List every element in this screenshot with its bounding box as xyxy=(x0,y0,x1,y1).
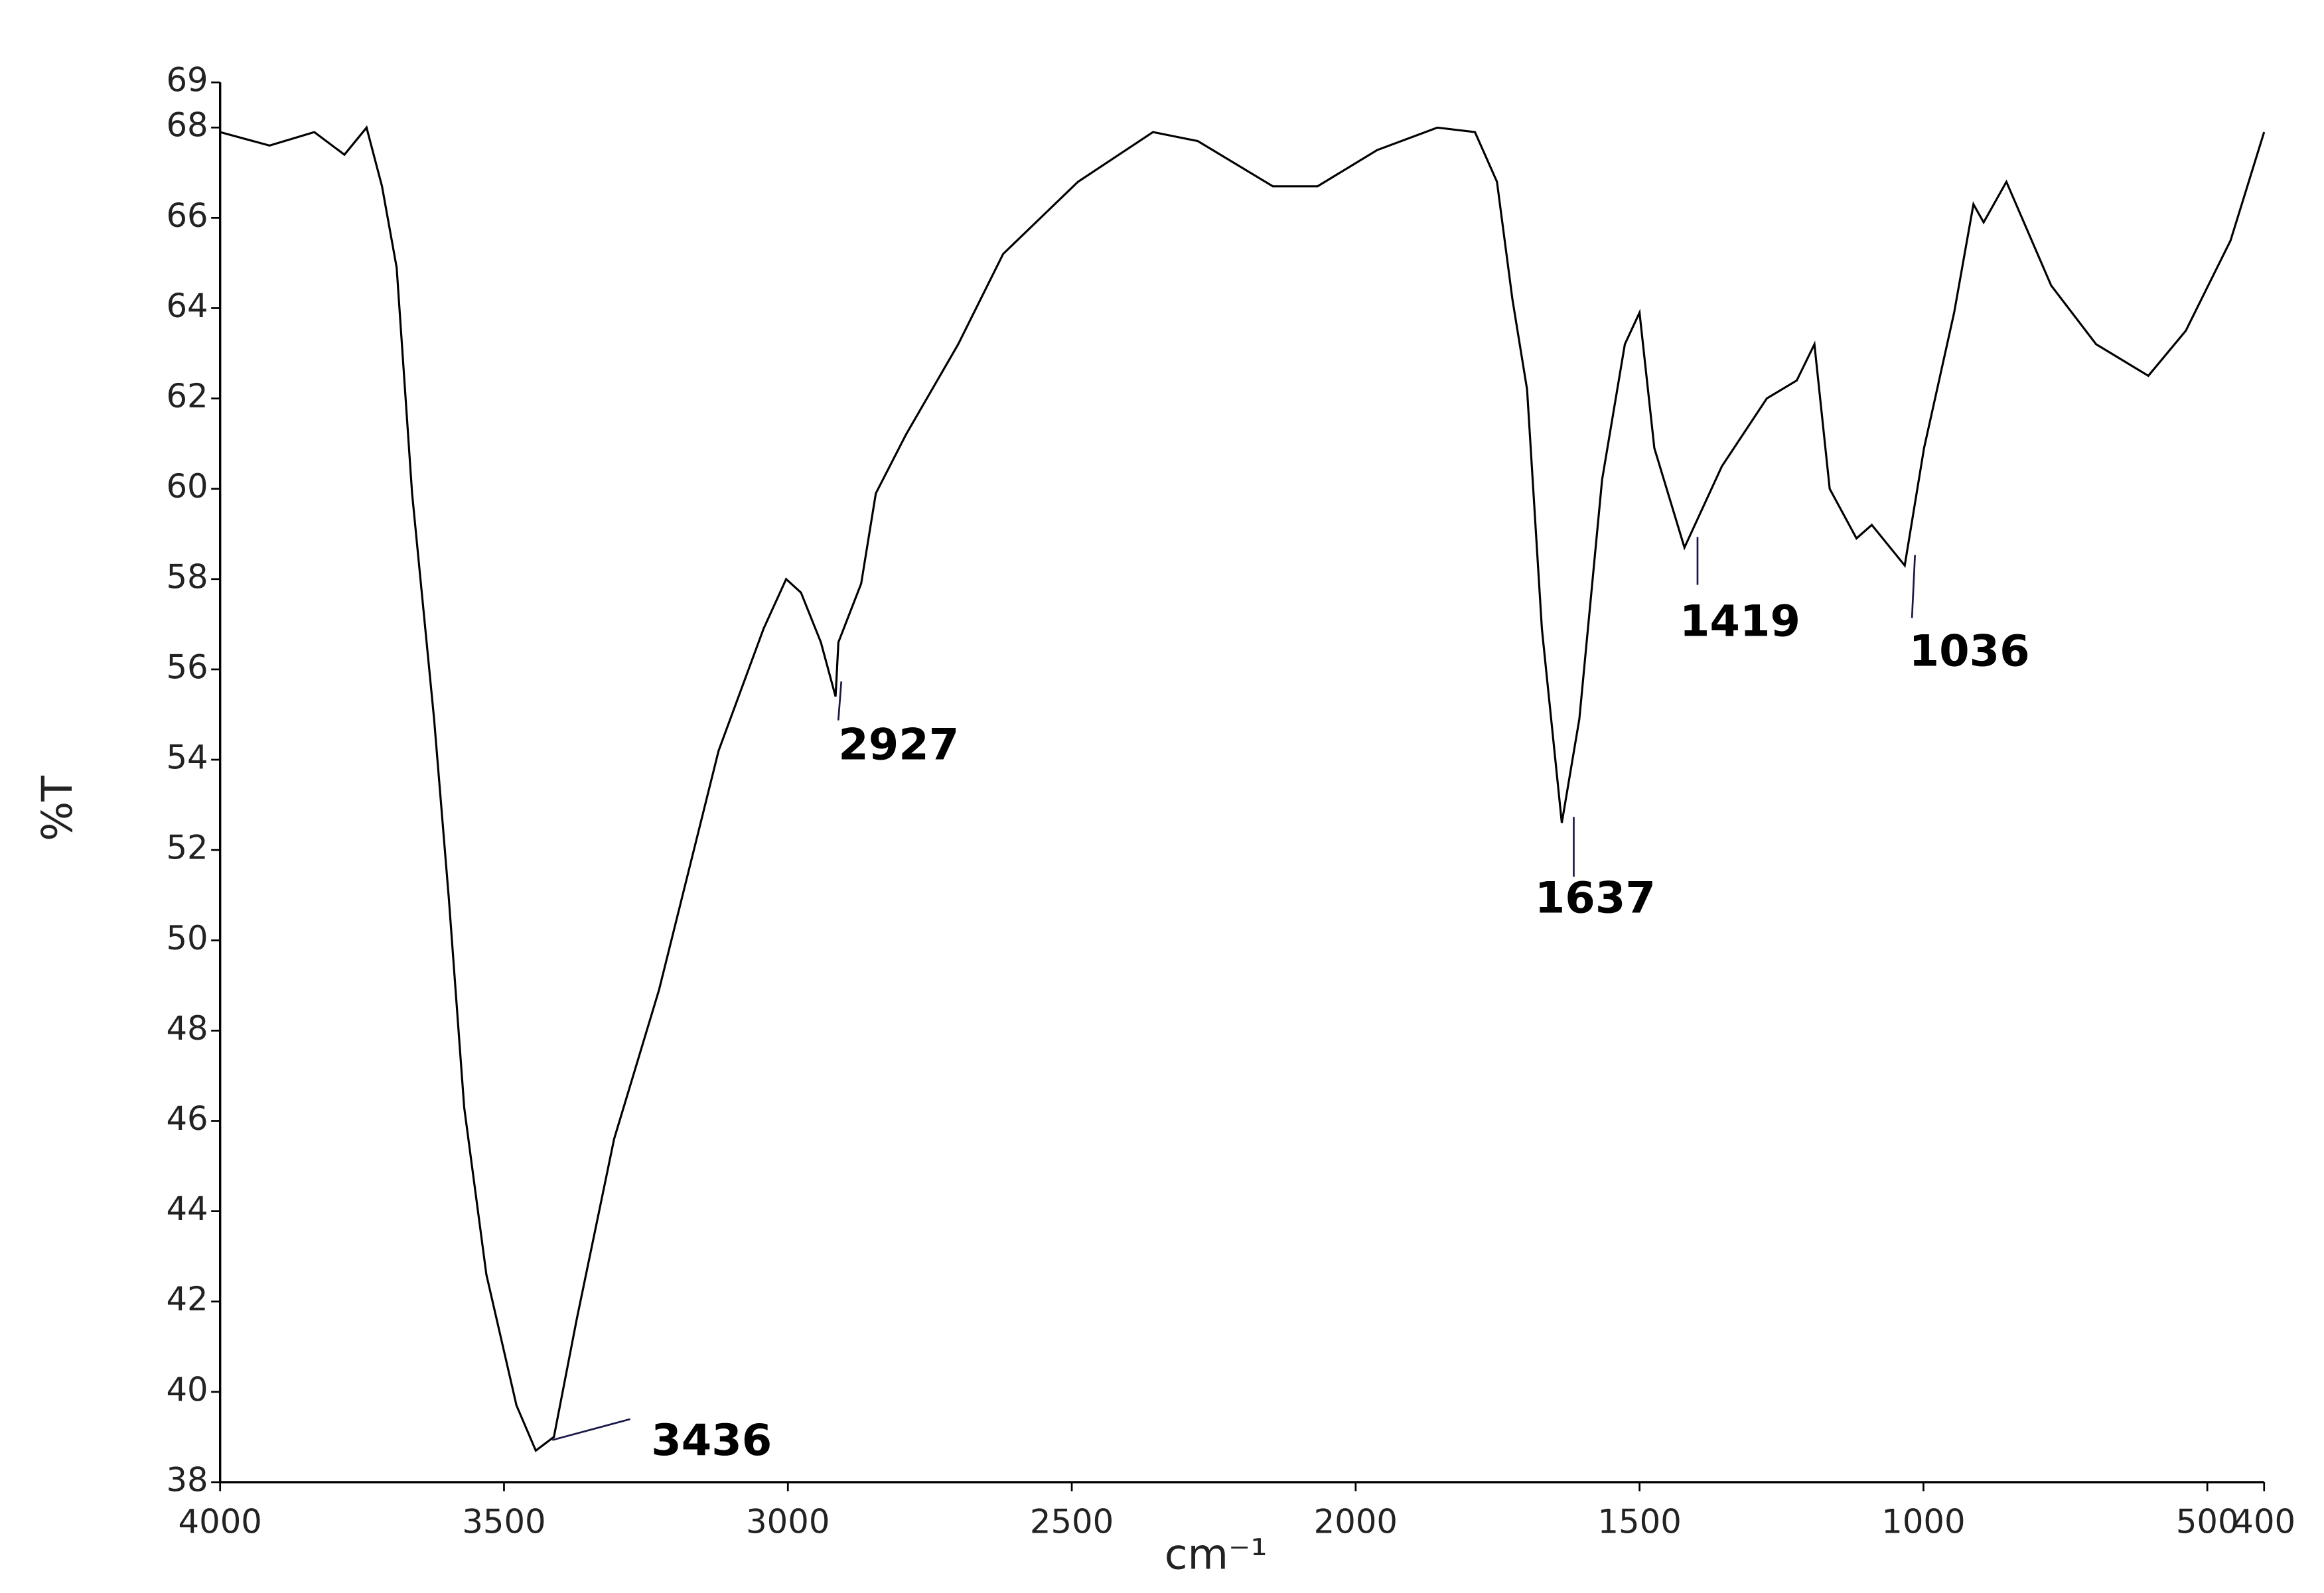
y-tick-label: 54 xyxy=(166,738,208,777)
y-tick-label: 60 xyxy=(166,467,208,506)
y-tick-label: 42 xyxy=(166,1280,208,1318)
y-tick-label: 44 xyxy=(166,1190,208,1228)
x-tick-label: 2500 xyxy=(1030,1503,1114,1541)
x-tick-label: 3000 xyxy=(746,1503,830,1541)
y-tick-label: 50 xyxy=(166,919,208,957)
x-tick-label: 4000 xyxy=(179,1503,262,1541)
annotation-leader xyxy=(837,681,843,721)
x-tick-label: 1000 xyxy=(1881,1503,1965,1541)
y-tick-label: 69 xyxy=(166,61,208,100)
annotation-label: 1036 xyxy=(1909,626,2030,677)
x-axis-label: cm⁻¹ xyxy=(1165,1529,1268,1578)
x-tick-label: 1500 xyxy=(1597,1503,1681,1541)
x-tick-label: 500 xyxy=(2176,1503,2239,1541)
x-tick-label: 2000 xyxy=(1314,1503,1398,1541)
x-tick-label: 3500 xyxy=(462,1503,545,1541)
y-tick-label: 48 xyxy=(166,1009,208,1048)
y-tick-label: 56 xyxy=(166,648,208,686)
annotation-leader xyxy=(1911,555,1917,618)
annotation-label: 3436 xyxy=(651,1415,772,1466)
annotation-leader xyxy=(551,1418,630,1441)
spectrum-line xyxy=(220,125,2266,1452)
y-tick-label: 64 xyxy=(166,287,208,325)
annotation-label: 2927 xyxy=(838,719,959,770)
y-tick-label: 52 xyxy=(166,829,208,867)
y-tick-label: 66 xyxy=(166,196,208,235)
y-tick-label: 46 xyxy=(166,1099,208,1138)
y-tick-label: 38 xyxy=(166,1460,208,1499)
y-tick-label: 58 xyxy=(166,557,208,596)
y-tick-label: 40 xyxy=(166,1370,208,1409)
y-tick-label: 62 xyxy=(166,377,208,415)
annotation-label: 1637 xyxy=(1535,873,1656,924)
x-tick-label: 400 xyxy=(2232,1503,2295,1541)
y-axis-label: %T xyxy=(33,776,82,841)
annotation-label: 1419 xyxy=(1680,596,1800,646)
y-tick-label: 68 xyxy=(166,106,208,145)
